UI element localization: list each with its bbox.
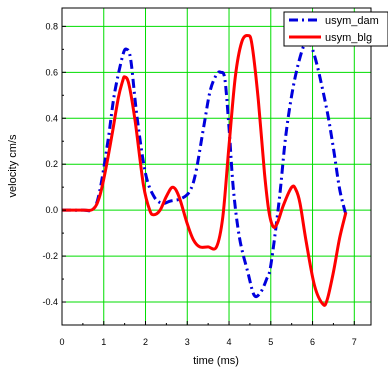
x-axis: 0 1 2 3 4 5 6 7	[59, 321, 357, 347]
legend-box	[283, 11, 388, 47]
x-axis-label: time (ms)	[193, 355, 239, 367]
legend-label-usym-dam: usym_dam	[325, 15, 379, 27]
x-tick-label: 4	[227, 337, 232, 347]
x-tick-label: 1	[101, 337, 106, 347]
y-tick-label: 0.2	[45, 159, 58, 169]
plot-background	[62, 8, 371, 325]
plot-frame	[61, 7, 372, 326]
legend: usym_dam usym_blg	[283, 11, 388, 47]
y-tick-label: 0.8	[45, 21, 58, 31]
y-axis: -0.4 -0.2 0.0 0.2 0.4 0.6 0.8	[42, 21, 66, 307]
x-tick-label: 0	[59, 337, 64, 347]
y-tick-label: 0.0	[45, 205, 58, 215]
series-group	[61, 34, 348, 307]
y-tick-label: -0.4	[42, 297, 58, 307]
y-tick-label: 0.4	[45, 113, 58, 123]
plot-border	[61, 7, 372, 326]
series-line-usym-dam	[61, 40, 348, 299]
legend-label-usym-blg: usym_blg	[325, 32, 372, 44]
x-tick-label: 2	[143, 337, 148, 347]
x-tick-label: 3	[185, 337, 190, 347]
y-tick-label: -0.2	[42, 251, 58, 261]
x-tick-label: 6	[310, 337, 315, 347]
y-axis-label: velocity cm/s	[7, 134, 19, 197]
y-tick-label: 0.6	[45, 67, 58, 77]
x-tick-label: 7	[352, 337, 357, 347]
series-line-usym-blg	[61, 34, 348, 307]
x-tick-label: 5	[268, 337, 273, 347]
